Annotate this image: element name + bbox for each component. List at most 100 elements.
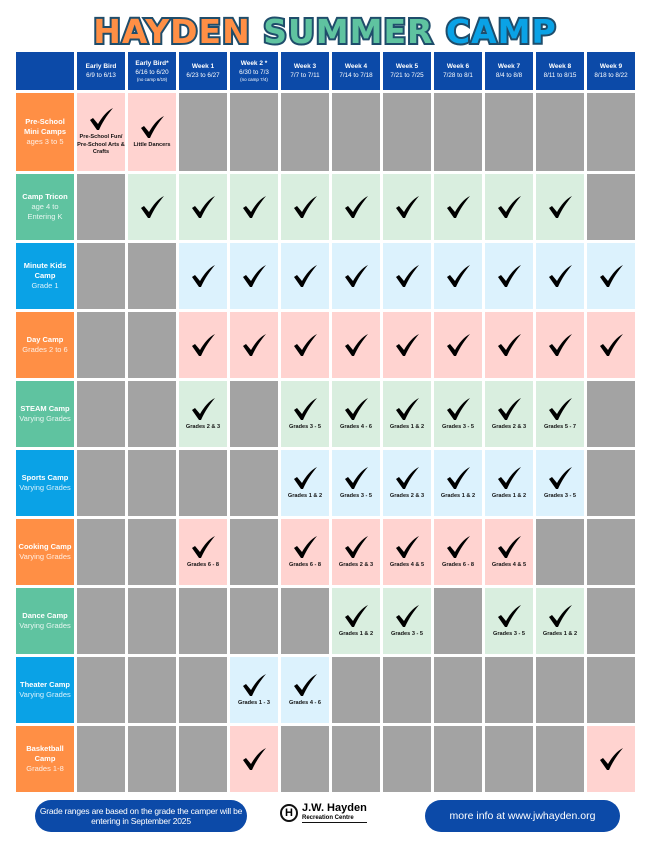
- available-cell: Grades 3 - 5: [536, 450, 584, 516]
- cell-note: Grades 1 & 2: [287, 492, 323, 499]
- checkmark-icon: [343, 604, 369, 628]
- unavailable-cell: [485, 657, 533, 723]
- grade-note-banner: Grade ranges are based on the grade the …: [35, 800, 247, 832]
- cell-note: Grades 3 - 5: [492, 630, 526, 637]
- available-cell: [230, 243, 278, 309]
- checkmark-icon: [241, 333, 267, 357]
- available-cell: Grades 4 & 5: [485, 519, 533, 585]
- checkmark-icon: [343, 264, 369, 288]
- page-title: HAYDEN SUMMER CAMP: [0, 10, 650, 53]
- available-cell: Grades 1 & 2: [332, 588, 380, 654]
- unavailable-cell: [485, 93, 533, 171]
- camp-ages: Grade 1: [31, 281, 59, 290]
- checkmark-icon: [139, 115, 165, 139]
- camp-name: Sports Camp: [21, 473, 69, 482]
- cell-note: Grades 2 & 3: [389, 492, 425, 499]
- week-header: Week 9 8/18 to 8/22: [587, 52, 635, 90]
- unavailable-cell: [77, 381, 125, 447]
- camp-label: Minute Kids Camp Grade 1: [16, 243, 74, 309]
- week-label: Week 3: [293, 63, 317, 70]
- jw-hayden-logo: H J.W. Hayden Recreation Centre: [280, 802, 367, 823]
- unavailable-cell: [536, 657, 584, 723]
- available-cell: [230, 174, 278, 240]
- unavailable-cell: [434, 726, 482, 792]
- checkmark-icon: [394, 466, 420, 490]
- available-cell: [179, 312, 227, 378]
- unavailable-cell: [230, 588, 278, 654]
- checkmark-icon: [190, 333, 216, 357]
- week-header: Week 5 7/21 to 7/25: [383, 52, 431, 90]
- unavailable-cell: [434, 657, 482, 723]
- logo-h-icon: H: [280, 803, 298, 822]
- cell-note: Grades 1 & 2: [389, 423, 425, 430]
- camp-label: Day Camp Grades 2 to 6: [16, 312, 74, 378]
- available-cell: Grades 1 - 3: [230, 657, 278, 723]
- camp-ages: Varying Grades: [19, 414, 71, 423]
- checkmark-icon: [445, 397, 471, 421]
- week-label: Week 6: [446, 63, 470, 70]
- cell-note: Grades 3 - 5: [390, 630, 424, 637]
- cell-note: Grades 1 - 3: [237, 699, 271, 706]
- camp-ages: age 4 to Entering K: [27, 202, 63, 221]
- unavailable-cell: [587, 174, 635, 240]
- unavailable-cell: [230, 381, 278, 447]
- unavailable-cell: [383, 726, 431, 792]
- camp-label: Pre-School Mini Camps ages 3 to 5: [16, 93, 74, 171]
- available-cell: Grades 1 & 2: [536, 588, 584, 654]
- checkmark-icon: [292, 673, 318, 697]
- checkmark-icon: [190, 535, 216, 559]
- camp-label: Basketball Camp Grades 1-8: [16, 726, 74, 792]
- available-cell: [179, 174, 227, 240]
- checkmark-icon: [496, 333, 522, 357]
- week-dates: 8/11 to 8/15: [543, 72, 577, 79]
- week-label: Week 5: [395, 63, 419, 70]
- unavailable-cell: [587, 588, 635, 654]
- available-cell: [485, 312, 533, 378]
- cell-note: Pre-School Fun/ Pre-School Arts & Crafts: [77, 134, 125, 156]
- checkmark-icon: [394, 195, 420, 219]
- available-cell: Grades 5 - 7: [536, 381, 584, 447]
- unavailable-cell: [383, 657, 431, 723]
- unavailable-cell: [128, 588, 176, 654]
- available-cell: [128, 174, 176, 240]
- checkmark-icon: [292, 397, 318, 421]
- unavailable-cell: [434, 588, 482, 654]
- camp-name: Pre-School Mini Camps: [23, 117, 67, 136]
- week-label: Week 8: [548, 63, 572, 70]
- camp-label: Theater Camp Varying Grades: [16, 657, 74, 723]
- week-dates: 6/9 to 6/13: [86, 72, 116, 79]
- cell-note: Little Dancers: [133, 141, 171, 148]
- camp-name: Day Camp: [26, 335, 64, 344]
- checkmark-icon: [343, 333, 369, 357]
- camp-ages: Grades 1-8: [26, 764, 64, 773]
- checkmark-icon: [292, 333, 318, 357]
- available-cell: [281, 243, 329, 309]
- checkmark-icon: [598, 333, 624, 357]
- available-cell: [587, 312, 635, 378]
- checkmark-icon: [343, 466, 369, 490]
- unavailable-cell: [128, 450, 176, 516]
- more-info-link[interactable]: more info at www.jwhayden.org: [425, 800, 620, 832]
- week-header: Early Bird* 6/16 to 6/20 (no camp 6/19): [128, 52, 176, 90]
- cell-note: Grades 6 - 8: [441, 561, 475, 568]
- logo-subtitle: Recreation Centre: [302, 814, 367, 823]
- checkmark-icon: [445, 264, 471, 288]
- checkmark-icon: [496, 264, 522, 288]
- unavailable-cell: [332, 93, 380, 171]
- available-cell: Grades 1 & 2: [383, 381, 431, 447]
- week-dates: 8/4 to 8/8: [495, 72, 523, 79]
- unavailable-cell: [179, 657, 227, 723]
- cell-note: Grades 4 & 5: [389, 561, 425, 568]
- schedule-grid: Early Bird 6/9 to 6/13 Early Bird* 6/16 to …: [16, 52, 635, 792]
- camp-ages: Varying Grades: [19, 690, 71, 699]
- checkmark-icon: [343, 397, 369, 421]
- camp-label: Camp Tricon age 4 to Entering K: [16, 174, 74, 240]
- unavailable-cell: [128, 243, 176, 309]
- camp-ages: Grades 2 to 6: [22, 345, 68, 354]
- cell-note: Grades 3 - 5: [339, 492, 373, 499]
- available-cell: [587, 726, 635, 792]
- unavailable-cell: [485, 726, 533, 792]
- checkmark-icon: [547, 195, 573, 219]
- available-cell: Grades 6 - 8: [179, 519, 227, 585]
- week-header: Week 8 8/11 to 8/15: [536, 52, 584, 90]
